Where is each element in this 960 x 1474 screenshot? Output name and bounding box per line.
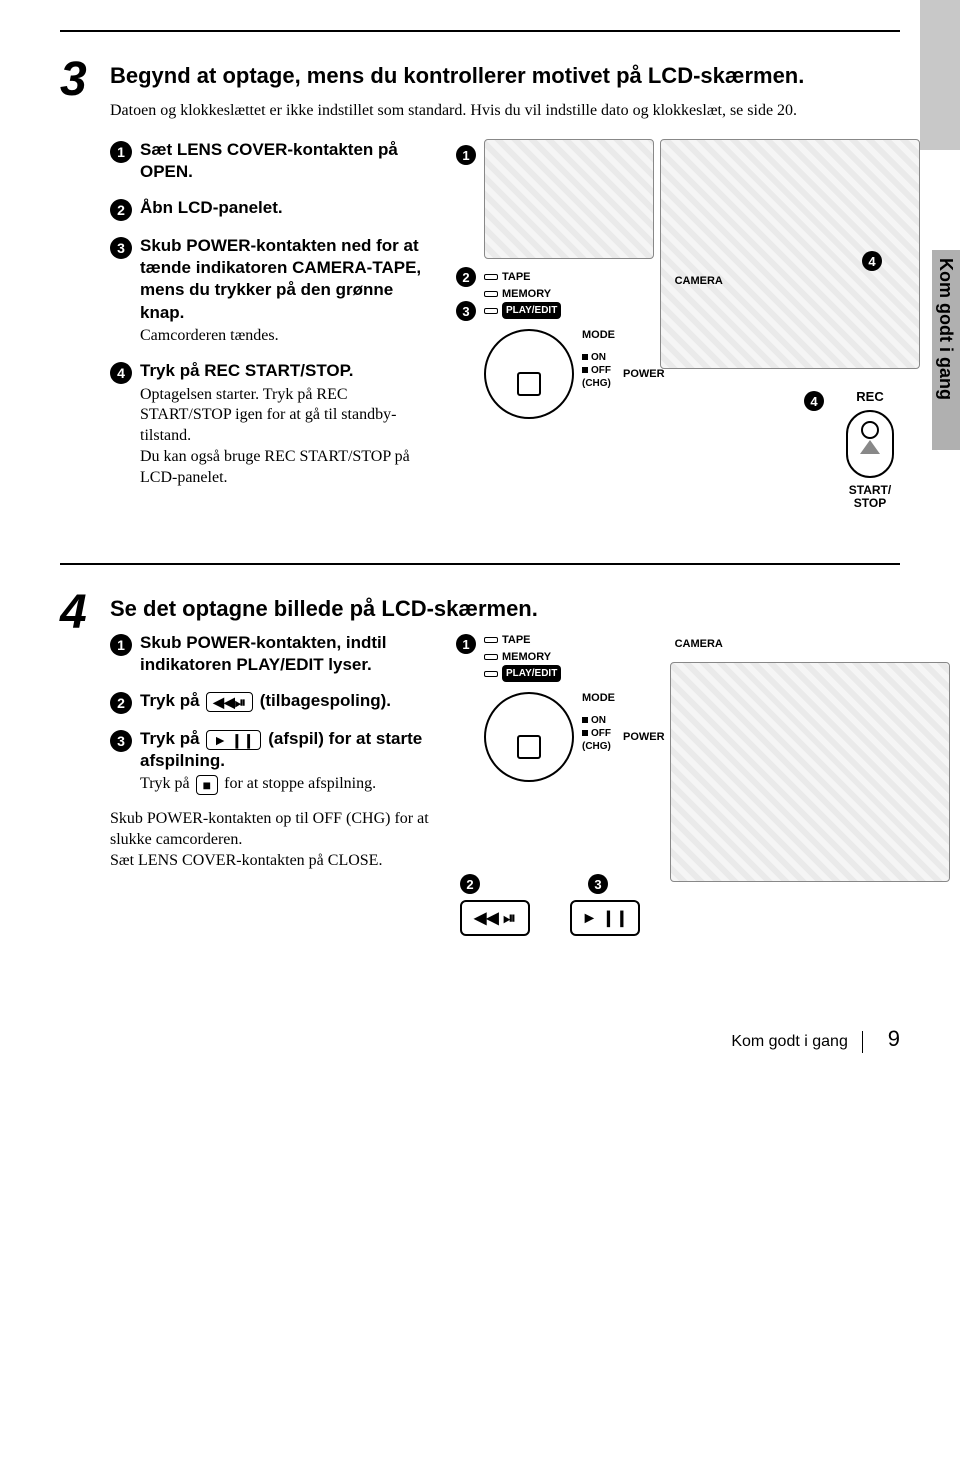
dial-tape-label: TAPE bbox=[502, 269, 531, 286]
dial-tape-label: TAPE bbox=[502, 632, 531, 649]
list-item: 2 Åbn LCD-panelet. bbox=[110, 197, 440, 221]
dial-off-label: OFF bbox=[591, 728, 611, 739]
rec-button-icon bbox=[846, 410, 894, 478]
list-item: 2 Tryk på ◀◀⏯ (tilbagespoling). bbox=[110, 690, 440, 714]
item-1-title: Sæt LENS COVER-kontakten på OPEN. bbox=[140, 139, 440, 183]
page-body: 3 Begynd at optage, mens du kontrollerer… bbox=[0, 0, 960, 1006]
bullet-1-icon: 1 bbox=[110, 634, 132, 656]
item-3-desc: Camcorderen tændes. bbox=[140, 326, 440, 347]
rec-start-label: START/ bbox=[849, 483, 891, 497]
bullet-3-icon: 3 bbox=[110, 730, 132, 752]
dial-on-label: ON bbox=[591, 352, 606, 363]
dial-camera-label: CAMERA bbox=[675, 269, 723, 419]
callout-3-icon: 3 bbox=[456, 301, 476, 321]
dial-chg-label: (CHG) bbox=[582, 740, 615, 753]
step-4-instructions: 1 Skub POWER-kontakten, indtil indikator… bbox=[110, 632, 440, 936]
dial-memory-label: MEMORY bbox=[502, 286, 551, 303]
bullet-4-icon: 4 bbox=[110, 362, 132, 384]
step-4-heading: Se det optagne billede på LCD-skærmen. bbox=[110, 595, 900, 623]
dial-playedit-label: PLAY/EDIT bbox=[502, 665, 561, 682]
list-item: 1 Skub POWER-kontakten, indtil indikator… bbox=[110, 632, 440, 676]
step-3: 3 Begynd at optage, mens du kontrollerer… bbox=[60, 52, 900, 503]
bullet-3-icon: 3 bbox=[110, 237, 132, 259]
power-dial-icon bbox=[484, 692, 574, 782]
camera-hand-sketch bbox=[670, 662, 950, 882]
s4-item-2-title: Tryk på ◀◀⏯ (tilbagespoling). bbox=[140, 690, 440, 712]
step-3-heading: Begynd at optage, mens du kontrollerer m… bbox=[110, 62, 900, 90]
step-3-illustration: 1 4 2 3 bbox=[460, 139, 900, 502]
bullet-1-icon: 1 bbox=[110, 141, 132, 163]
page-number: 9 bbox=[888, 1026, 900, 1051]
rec-stop-label: STOP bbox=[854, 496, 886, 510]
power-dial-icon bbox=[484, 329, 574, 419]
dial-power-label: POWER bbox=[623, 731, 665, 743]
rewind-button-icon: ◀◀⏯ bbox=[206, 692, 253, 712]
dial-mode-label: MODE bbox=[582, 329, 615, 341]
callout-4b-icon: 4 bbox=[804, 391, 824, 411]
callout-1-icon: 1 bbox=[456, 145, 476, 165]
page-footer: Kom godt i gang 9 bbox=[0, 1006, 960, 1073]
play-button-icon: ► ❙❙ bbox=[206, 730, 261, 750]
step-4-tail: Skub POWER-kontakten op til OFF (CHG) fo… bbox=[110, 809, 440, 871]
rec-label: REC bbox=[830, 389, 910, 404]
dial-power-label: POWER bbox=[623, 368, 665, 380]
item-4-desc: Optagelsen starter. Tryk på REC START/ST… bbox=[140, 385, 440, 489]
s4-item-1-title: Skub POWER-kontakten, indtil indikatoren… bbox=[140, 632, 440, 676]
list-item: 4 Tryk på REC START/STOP. Optagelsen sta… bbox=[110, 360, 440, 488]
callout-2-icon: 2 bbox=[460, 874, 480, 894]
rewind-key-icon: ◀◀ ⏯ bbox=[460, 900, 530, 936]
s4-item-3-desc: Tryk på ■ for at stoppe afspilning. bbox=[140, 774, 440, 795]
callout-2-icon: 2 bbox=[456, 267, 476, 287]
list-item: 3 Tryk på ► ❙❙ (afspil) for at starte af… bbox=[110, 728, 440, 795]
callout-3-icon: 3 bbox=[588, 874, 608, 894]
s4-item-3-title: Tryk på ► ❙❙ (afspil) for at starte afsp… bbox=[140, 728, 440, 772]
stop-button-icon: ■ bbox=[196, 775, 218, 795]
step-3-subtext: Datoen og klokkeslættet er ikke indstill… bbox=[110, 100, 900, 122]
dial-mode-label: MODE bbox=[582, 692, 615, 704]
step-3-instructions: 1 Sæt LENS COVER-kontakten på OPEN. 2 Åb… bbox=[110, 139, 440, 502]
dial-memory-label: MEMORY bbox=[502, 649, 551, 666]
step-4-number: 4 bbox=[60, 585, 110, 640]
mid-rule bbox=[60, 563, 900, 565]
dial-playedit-label: PLAY/EDIT bbox=[502, 302, 561, 319]
callout-4a-icon: 4 bbox=[862, 251, 882, 271]
top-rule bbox=[60, 30, 900, 32]
step-3-number: 3 bbox=[60, 52, 110, 107]
list-item: 1 Sæt LENS COVER-kontakten på OPEN. bbox=[110, 139, 440, 183]
step-4: 4 Se det optagne billede på LCD-skærmen.… bbox=[60, 585, 900, 937]
step-4-illustration: 1 TAPE MEMORY PLAY/EDIT bbox=[460, 632, 900, 936]
item-4-title: Tryk på REC START/STOP. bbox=[140, 360, 440, 382]
bullet-2-icon: 2 bbox=[110, 692, 132, 714]
bullet-2-icon: 2 bbox=[110, 199, 132, 221]
callout-1-icon: 1 bbox=[456, 634, 476, 654]
item-2-title: Åbn LCD-panelet. bbox=[140, 197, 440, 219]
list-item: 3 Skub POWER-kontakten ned for at tænde … bbox=[110, 235, 440, 346]
footer-section-label: Kom godt i gang bbox=[731, 1033, 848, 1050]
item-3-title: Skub POWER-kontakten ned for at tænde in… bbox=[140, 235, 440, 323]
play-key-icon: ► ❙❙ bbox=[570, 900, 640, 936]
camera-top-sketch bbox=[484, 139, 654, 259]
dial-off-label: OFF bbox=[591, 365, 611, 376]
dial-chg-label: (CHG) bbox=[582, 377, 615, 390]
dial-on-label: ON bbox=[591, 715, 606, 726]
